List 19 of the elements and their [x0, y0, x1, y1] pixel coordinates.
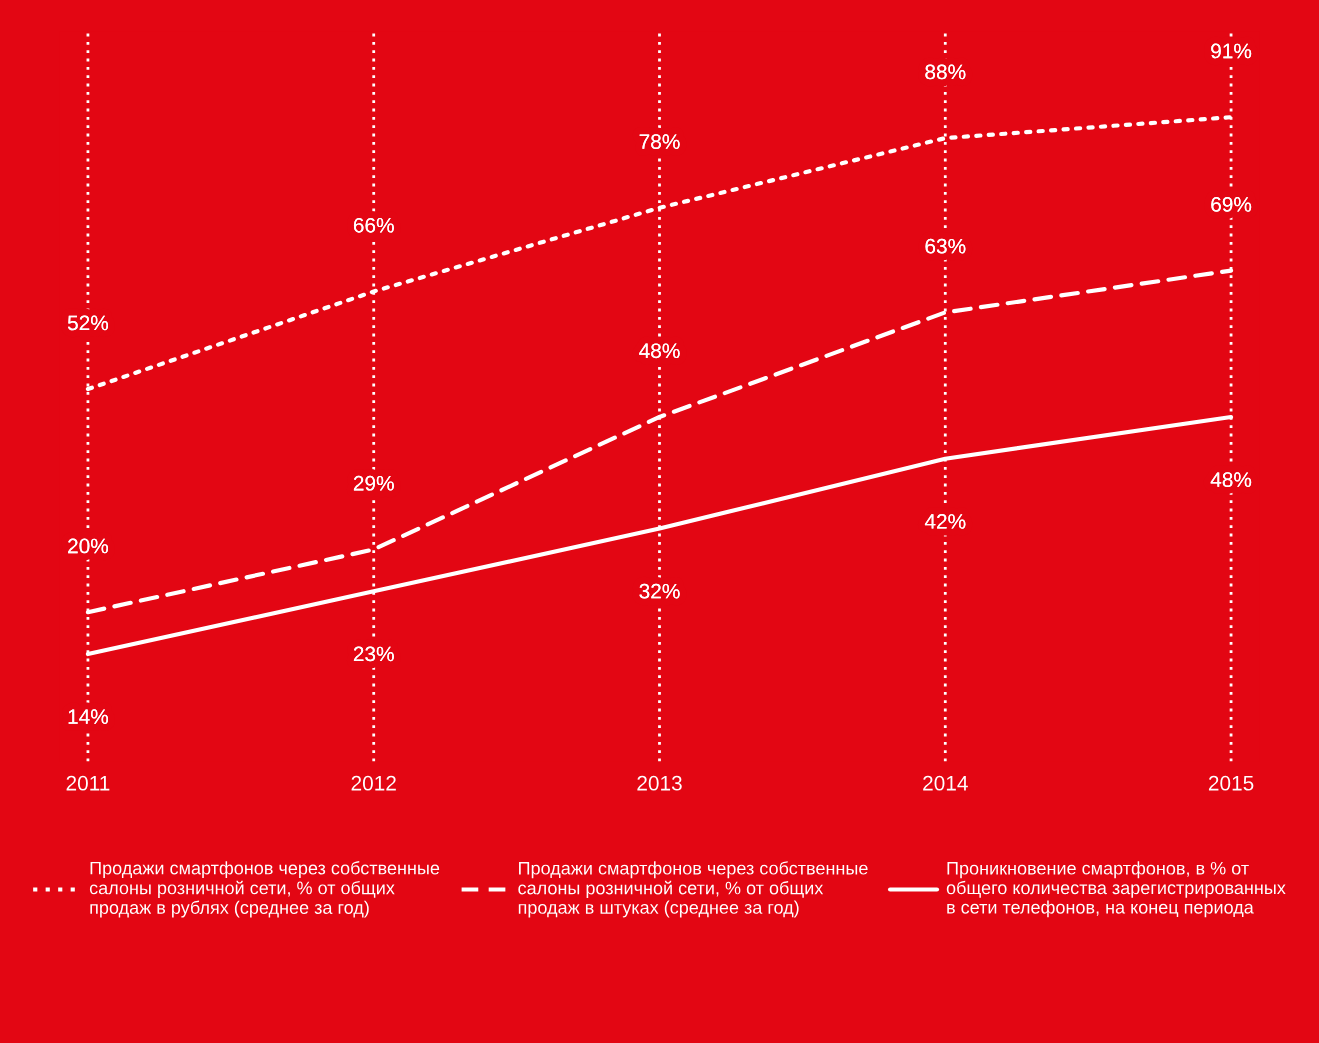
legend-label: Продажи смартфонов через собственные салоны розничной сети, % от общих продаж в рублях (среднее за год) [89, 861, 440, 918]
legend-label: Продажи смартфонов через собственные салоны розничной сети, % от общих продаж в штуках (среднее за год) [518, 861, 868, 918]
x-tick-label: 2013 [637, 775, 682, 791]
data-label: 20% [68, 538, 109, 554]
data-label: 66% [353, 217, 394, 233]
x-tick-label: 2015 [1208, 775, 1254, 791]
x-tick-label: 2011 [66, 775, 110, 791]
data-label: 69% [1211, 196, 1252, 212]
data-label: 29% [353, 475, 394, 491]
data-label: 23% [353, 646, 394, 662]
x-tick-label: 2012 [351, 775, 396, 791]
data-label: 32% [639, 583, 680, 599]
data-label: 48% [639, 343, 680, 359]
legend-label: Проникновение смартфонов, в % от общего количества зарегистрированных в сети телефонов, на конец периода [946, 861, 1286, 918]
data-label: 78% [639, 134, 680, 149]
data-label: 14% [68, 709, 109, 724]
data-label: 91% [1211, 43, 1252, 59]
data-label: 48% [1210, 472, 1252, 487]
x-tick-label: 2014 [923, 775, 968, 791]
